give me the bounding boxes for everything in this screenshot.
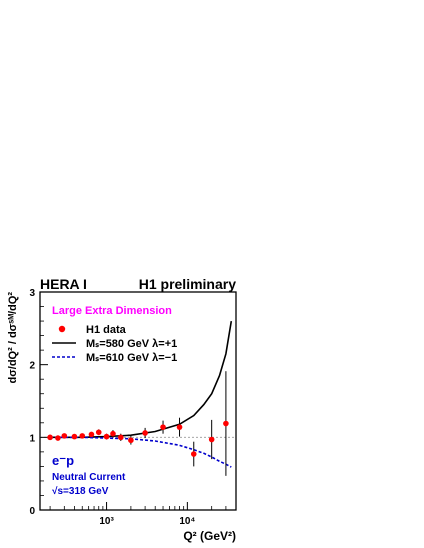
data-point: [176, 424, 183, 430]
legend-label-minus: Mₛ=610 GeV λ=−1: [86, 352, 177, 364]
legend-marker-data: [58, 325, 66, 333]
y-axis-label: dσ/dQ² / dσˢᴹ/dQ²: [7, 292, 19, 384]
header-left: HERA I: [40, 276, 87, 292]
data-points: [47, 371, 229, 476]
y-axis-ticks: 0 1 2 3: [29, 288, 48, 517]
beam-process: e⁻p: [52, 453, 74, 468]
x-axis-ticks: 10³ 10⁴: [49, 502, 237, 527]
data-point: [71, 433, 78, 440]
y-tick-label: 0: [29, 506, 35, 517]
curve-ms580-lambda-plus: [50, 320, 233, 439]
data-point: [61, 433, 68, 439]
data-point: [110, 430, 116, 437]
x-tick-label: 10⁴: [179, 516, 195, 527]
header-right: H1 preliminary: [139, 276, 236, 292]
legend-label-plus: Mₛ=580 GeV λ=+1: [86, 338, 177, 350]
data-point: [88, 431, 95, 438]
data-point: [223, 420, 229, 427]
x-axis-label: Q² (GeV²): [183, 529, 236, 543]
model-annotation: Large Extra Dimension: [52, 305, 172, 317]
data-point: [128, 437, 134, 444]
data-point: [117, 434, 124, 441]
beam-energy: √s=318 GeV: [52, 486, 109, 497]
legend-label-data: H1 data: [86, 324, 127, 336]
data-point: [142, 430, 148, 436]
plot-frame: [39, 291, 237, 511]
x-tick-label: 10³: [99, 516, 114, 527]
data-point: [47, 434, 53, 441]
data-point: [55, 435, 61, 441]
y-tick-label: 3: [29, 288, 35, 299]
curve-ms610-lambda-minus: [50, 436, 232, 468]
data-point: [190, 451, 197, 457]
data-point: [208, 436, 215, 443]
beam-channel: Neutral Current: [52, 472, 126, 483]
data-point: [79, 433, 86, 439]
y-tick-label: 1: [29, 433, 35, 444]
data-point: [95, 429, 102, 436]
y-tick-label: 2: [29, 361, 35, 372]
data-point: [160, 424, 166, 430]
legend: H1 data Mₛ=580 GeV λ=+1 Mₛ=610 GeV λ=−1: [52, 324, 177, 364]
data-point: [103, 433, 110, 440]
